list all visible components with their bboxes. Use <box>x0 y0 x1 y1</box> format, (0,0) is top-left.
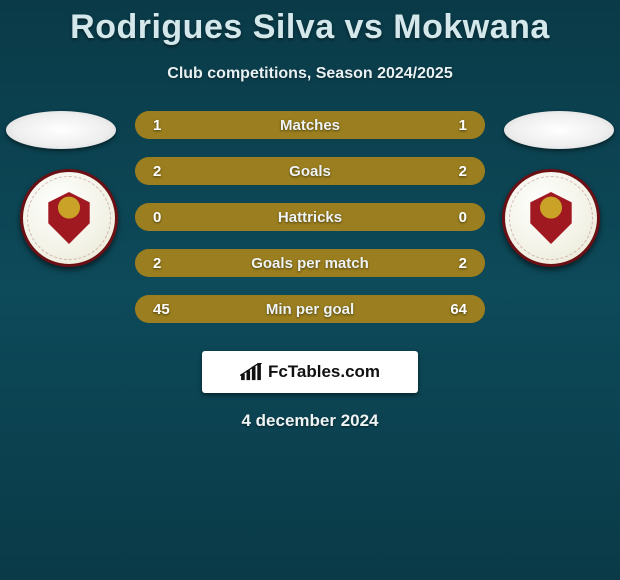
player-photo-left <box>6 111 116 149</box>
club-crest-left <box>20 169 118 267</box>
stat-value-left: 1 <box>153 117 161 134</box>
player-photo-right <box>504 111 614 149</box>
comparison-date: 4 december 2024 <box>0 411 620 431</box>
stat-bar: 2 Goals 2 <box>135 157 485 185</box>
stat-value-left: 0 <box>153 209 161 226</box>
stat-value-right: 2 <box>459 163 467 180</box>
stat-bar: 1 Matches 1 <box>135 111 485 139</box>
brand-card[interactable]: FcTables.com <box>202 351 418 393</box>
page-subtitle: Club competitions, Season 2024/2025 <box>0 65 620 83</box>
stat-label: Min per goal <box>266 301 354 318</box>
stat-value-left: 45 <box>153 301 170 318</box>
stat-value-right: 2 <box>459 255 467 272</box>
stat-value-left: 2 <box>153 255 161 272</box>
stat-label: Goals <box>289 163 331 180</box>
stat-bar: 45 Min per goal 64 <box>135 295 485 323</box>
stat-value-right: 1 <box>459 117 467 134</box>
comparison-arena: 1 Matches 1 2 Goals 2 0 Hattricks 0 2 Goals per ma… <box>0 111 620 323</box>
stat-bar: 0 Hattricks 0 <box>135 203 485 231</box>
stat-value-right: 64 <box>450 301 467 318</box>
brand-text: FcTables.com <box>268 362 380 382</box>
stat-label: Matches <box>280 117 340 134</box>
stat-value-right: 0 <box>459 209 467 226</box>
stat-label: Goals per match <box>251 255 369 272</box>
stat-bar: 2 Goals per match 2 <box>135 249 485 277</box>
page-title: Rodrigues Silva vs Mokwana <box>0 0 620 47</box>
stat-value-left: 2 <box>153 163 161 180</box>
bar-chart-icon <box>240 363 262 381</box>
club-crest-right <box>502 169 600 267</box>
stat-label: Hattricks <box>278 209 342 226</box>
stat-bars: 1 Matches 1 2 Goals 2 0 Hattricks 0 2 Goals per ma… <box>135 111 485 323</box>
